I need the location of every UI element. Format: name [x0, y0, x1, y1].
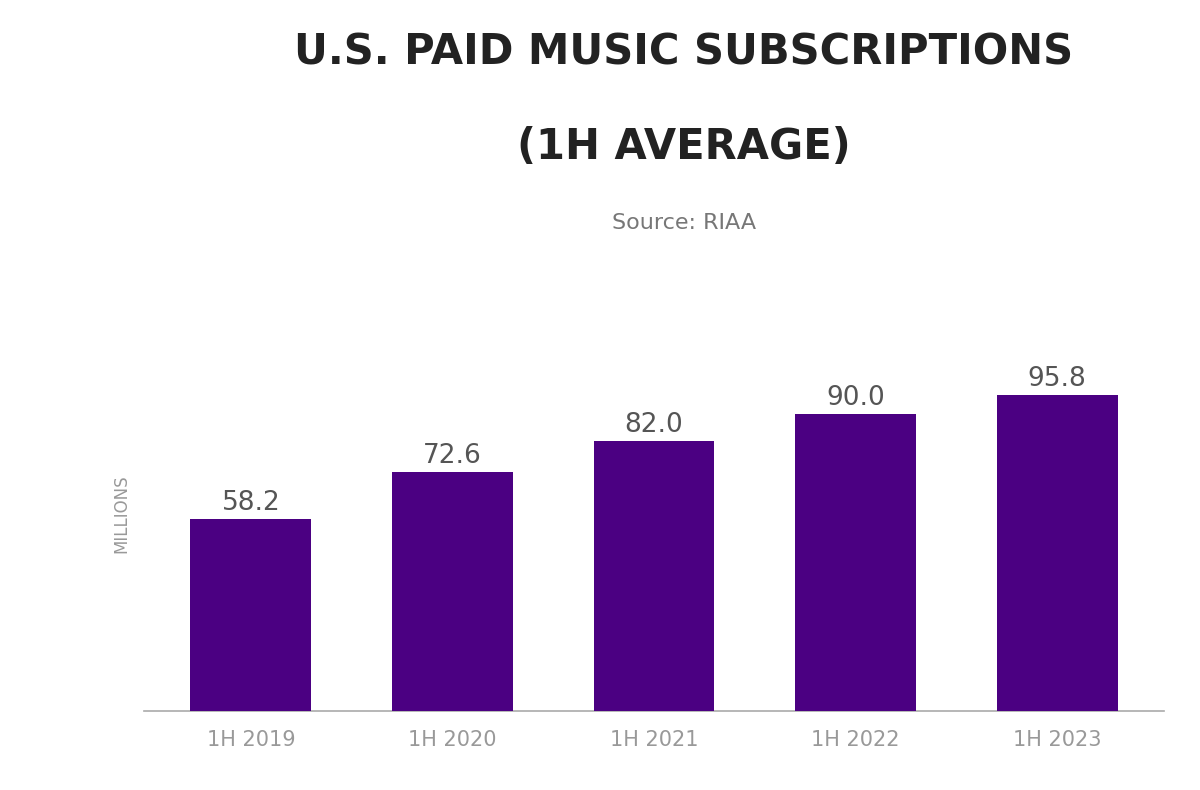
Text: (1H AVERAGE): (1H AVERAGE) [517, 126, 851, 168]
Bar [796, 414, 916, 711]
Bar [191, 519, 311, 711]
Text: 58.2: 58.2 [222, 491, 281, 517]
Text: FIGURE 4: FIGURE 4 [35, 73, 55, 180]
Text: 95.8: 95.8 [1027, 367, 1086, 393]
Text: 82.0: 82.0 [625, 412, 683, 438]
Bar [392, 472, 512, 711]
Y-axis label: MILLIONS: MILLIONS [112, 474, 130, 553]
Text: Source: RIAA: Source: RIAA [612, 213, 756, 233]
Text: U.S. PAID MUSIC SUBSCRIPTIONS: U.S. PAID MUSIC SUBSCRIPTIONS [294, 32, 1074, 73]
Text: 90.0: 90.0 [827, 386, 884, 412]
Bar [594, 441, 714, 711]
Bar [997, 395, 1117, 711]
Text: 72.6: 72.6 [424, 443, 481, 469]
